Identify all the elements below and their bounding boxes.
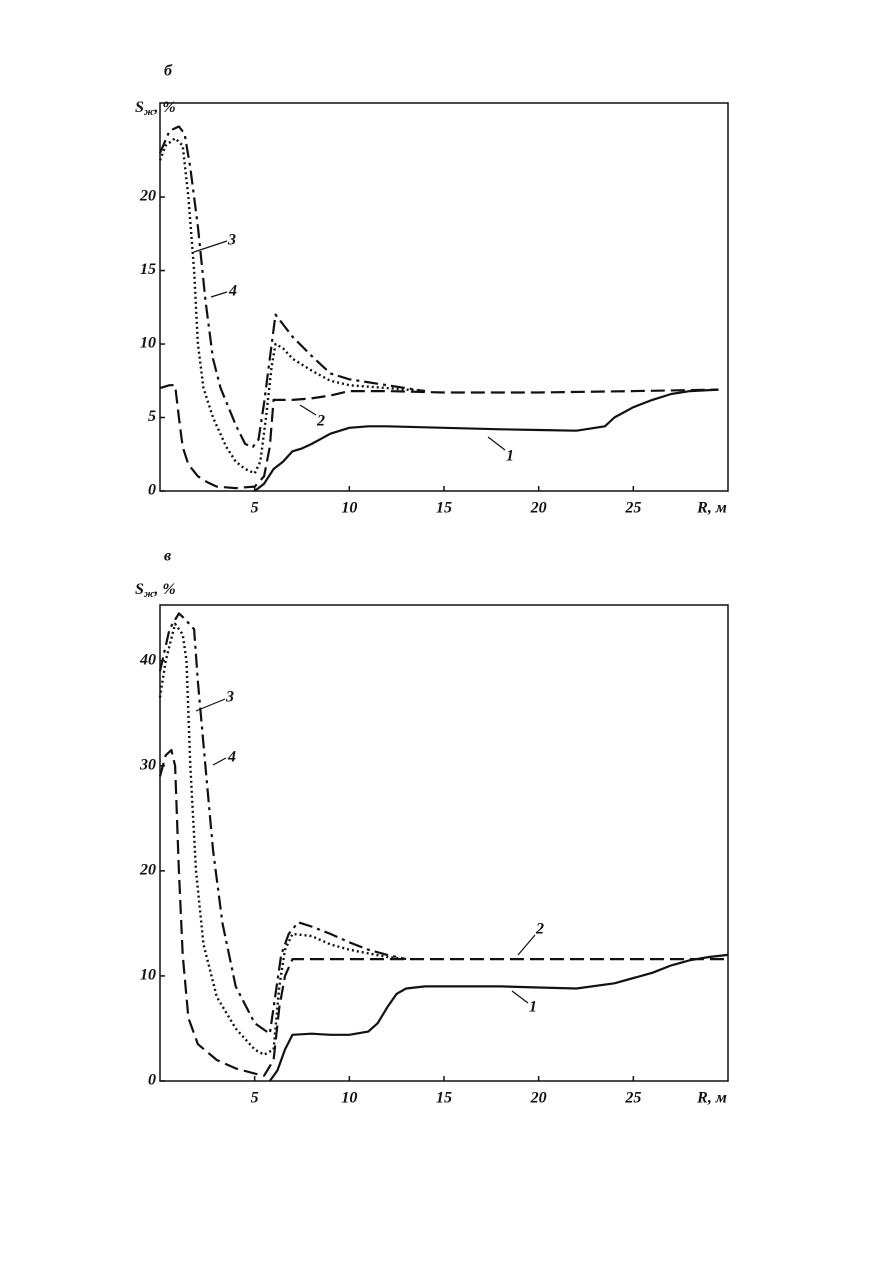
panel-label: в (164, 548, 171, 565)
series-line (158, 125, 426, 448)
y-tick-label: 20 (139, 862, 156, 879)
series-line (158, 748, 728, 1077)
leader-line (212, 757, 227, 766)
leader-line (511, 990, 529, 1004)
x-tick-label: 15 (436, 1090, 452, 1107)
x-tick-label: 25 (624, 500, 641, 517)
leader-line (193, 240, 228, 253)
series-line (158, 137, 426, 475)
series-label: 1 (529, 999, 537, 1016)
x-tick-label: 10 (341, 500, 357, 517)
chart: в Sж, % R, м 5 10 15 20 25 0 10 20 30 40 1 2 3 4 (135, 548, 729, 1107)
y-label-symbol: S (135, 581, 144, 598)
series-label: 4 (227, 749, 236, 766)
y-tick-label: 15 (140, 261, 156, 278)
leader-line (299, 404, 317, 416)
series-label: 3 (227, 232, 236, 249)
leader-line (210, 291, 228, 298)
y-axis-label: Sж, % (135, 581, 176, 600)
x-tick-label: 5 (251, 500, 259, 517)
y-tick-label: 30 (139, 756, 156, 773)
panel-label: б (164, 63, 173, 80)
y-label-symbol: S (135, 99, 144, 116)
y-axis-label: Sж, % (135, 99, 176, 118)
series-label: 2 (535, 921, 544, 938)
series-line (158, 612, 407, 1035)
series-line (158, 622, 407, 1056)
y-label-subscript: ж (144, 106, 155, 118)
x-axis-label: R, м (696, 500, 727, 517)
chart: б Sж, % R, м 5 10 15 20 25 0 5 10 15 20 1 2 3 4 (135, 63, 729, 517)
y-tick-label: 20 (139, 188, 156, 205)
x-tick-label: 10 (341, 1090, 357, 1107)
series-line (254, 388, 719, 492)
x-tick-label: 20 (530, 1090, 547, 1107)
series-line (268, 953, 729, 1082)
leader-line (517, 934, 536, 956)
y-label-subscript: ж (144, 588, 155, 600)
series-label: 1 (506, 448, 514, 465)
series-label: 2 (316, 413, 325, 430)
plot-frame (159, 102, 729, 492)
series-line (159, 384, 719, 490)
y-tick-label: 5 (148, 408, 156, 425)
y-tick-label: 0 (148, 1072, 156, 1089)
y-label-unit: , % (153, 581, 175, 598)
x-tick-label: 20 (530, 500, 547, 517)
y-tick-label: 10 (140, 335, 156, 352)
series-label: 3 (225, 689, 234, 706)
y-label-unit: , % (153, 99, 175, 116)
y-tick-label: 40 (139, 651, 156, 668)
x-tick-label: 5 (251, 1090, 259, 1107)
leader-line (487, 436, 506, 451)
plot-frame (159, 604, 729, 1082)
series-label: 4 (228, 283, 237, 300)
x-tick-label: 15 (436, 500, 452, 517)
x-axis-label: R, м (696, 1090, 727, 1107)
y-tick-label: 0 (148, 482, 156, 499)
x-tick-label: 25 (624, 1090, 641, 1107)
y-tick-label: 10 (140, 967, 156, 984)
